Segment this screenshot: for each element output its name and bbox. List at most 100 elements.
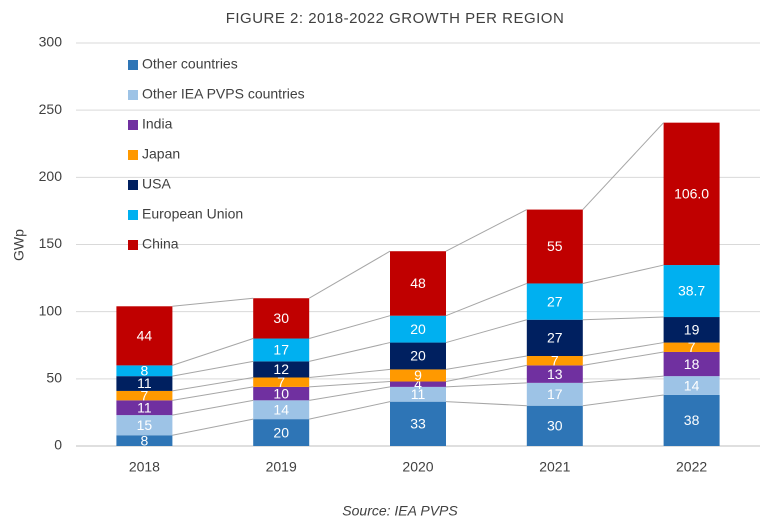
connector-line bbox=[309, 315, 391, 340]
data-label: 11 bbox=[137, 399, 152, 415]
data-label: 7 bbox=[141, 387, 149, 403]
bar-segment bbox=[253, 419, 310, 446]
data-label: 12 bbox=[273, 361, 289, 377]
connector-line bbox=[309, 381, 391, 388]
bar-segment bbox=[390, 401, 446, 446]
legend-swatch bbox=[128, 60, 138, 70]
data-label: 38.7 bbox=[678, 283, 705, 299]
data-label: 55 bbox=[547, 238, 563, 254]
bar-segment bbox=[116, 390, 173, 401]
bar-segment bbox=[526, 209, 583, 284]
bar-segment bbox=[116, 376, 173, 391]
bar-segment bbox=[253, 386, 310, 401]
data-label: 15 bbox=[137, 417, 153, 433]
legend-label: European Union bbox=[142, 206, 243, 222]
connector-line bbox=[309, 401, 391, 420]
y-tick-label: 50 bbox=[46, 370, 62, 386]
data-label: 8 bbox=[141, 362, 149, 378]
connector-line bbox=[582, 316, 664, 321]
source-note: Source: IEA PVPS bbox=[342, 503, 458, 519]
bar-segment bbox=[253, 361, 310, 378]
legend-swatch bbox=[128, 120, 138, 130]
bar-segment bbox=[253, 400, 310, 420]
data-label: 27 bbox=[547, 293, 563, 309]
bar-segment bbox=[253, 298, 310, 339]
bar-segment bbox=[116, 435, 173, 446]
data-label: 20 bbox=[410, 348, 426, 364]
bar-segment bbox=[663, 122, 720, 266]
data-label: 30 bbox=[273, 310, 289, 326]
connector-line bbox=[172, 338, 254, 366]
legend-swatch bbox=[128, 210, 138, 220]
bar-segment bbox=[390, 386, 446, 402]
data-label: 11 bbox=[137, 375, 152, 391]
connector-line bbox=[172, 399, 254, 416]
data-label: 18 bbox=[684, 356, 700, 372]
connector-line bbox=[309, 342, 391, 362]
legend-label: India bbox=[142, 116, 173, 132]
connector-line bbox=[582, 351, 664, 366]
x-tick-label: 2019 bbox=[266, 459, 297, 475]
bar-segment bbox=[116, 415, 173, 436]
bar-segment bbox=[663, 342, 720, 352]
data-label: 11 bbox=[411, 386, 426, 402]
data-label: 20 bbox=[273, 424, 289, 440]
connector-line bbox=[309, 368, 391, 378]
bar-segment bbox=[253, 338, 310, 362]
connector-line bbox=[445, 364, 527, 383]
bar-segment bbox=[663, 394, 720, 446]
data-label: 7 bbox=[551, 352, 559, 368]
y-tick-label: 250 bbox=[39, 101, 63, 117]
bar-segment bbox=[116, 365, 173, 377]
data-label: 27 bbox=[547, 330, 563, 346]
data-label: 38 bbox=[684, 412, 700, 428]
x-tick-label: 2022 bbox=[676, 459, 707, 475]
data-label: 8 bbox=[141, 432, 149, 448]
data-label: 14 bbox=[684, 377, 700, 393]
bar-segment bbox=[253, 377, 310, 387]
legend-label: Other IEA PVPS countries bbox=[142, 86, 305, 102]
bar-segment bbox=[390, 251, 446, 316]
data-label: 9 bbox=[414, 367, 422, 383]
legend-label: Japan bbox=[142, 146, 180, 162]
bar-segment bbox=[390, 315, 446, 343]
bar-segment bbox=[663, 376, 720, 395]
connector-line bbox=[582, 342, 664, 357]
data-label: 7 bbox=[277, 374, 285, 390]
data-label: 14 bbox=[273, 401, 289, 417]
legend-label: China bbox=[142, 236, 179, 252]
data-label: 17 bbox=[547, 386, 563, 402]
connector-line bbox=[172, 418, 254, 436]
data-label: 13 bbox=[547, 366, 563, 382]
bar-segment bbox=[116, 306, 173, 366]
connector-line bbox=[582, 375, 664, 384]
legend-swatch bbox=[128, 240, 138, 250]
legend-swatch bbox=[128, 150, 138, 160]
legend-label: USA bbox=[142, 176, 171, 192]
bar-segment bbox=[663, 265, 720, 318]
y-axis-label: GWp bbox=[11, 229, 27, 261]
connector-line bbox=[172, 376, 254, 392]
data-label: 33 bbox=[410, 416, 426, 432]
connector-line bbox=[582, 122, 664, 210]
bar-segment bbox=[116, 400, 173, 416]
data-label: 10 bbox=[273, 385, 289, 401]
legend-swatch bbox=[128, 180, 138, 190]
data-label: 4 bbox=[414, 376, 422, 392]
legend-swatch bbox=[128, 90, 138, 100]
chart-title: FIGURE 2: 2018-2022 GROWTH PER REGION bbox=[226, 10, 565, 27]
data-label: 17 bbox=[273, 342, 289, 358]
data-label: 20 bbox=[410, 321, 426, 337]
connector-line bbox=[172, 386, 254, 401]
connector-line bbox=[172, 297, 254, 307]
y-tick-label: 100 bbox=[39, 302, 63, 318]
bar-segment bbox=[663, 317, 720, 343]
x-tick-label: 2020 bbox=[402, 459, 433, 475]
data-label: 106.0 bbox=[674, 186, 709, 202]
connector-line bbox=[445, 355, 527, 370]
connector-line bbox=[172, 360, 254, 377]
y-tick-label: 150 bbox=[39, 235, 63, 251]
y-tick-label: 300 bbox=[39, 34, 63, 50]
y-tick-label: 0 bbox=[54, 437, 62, 453]
